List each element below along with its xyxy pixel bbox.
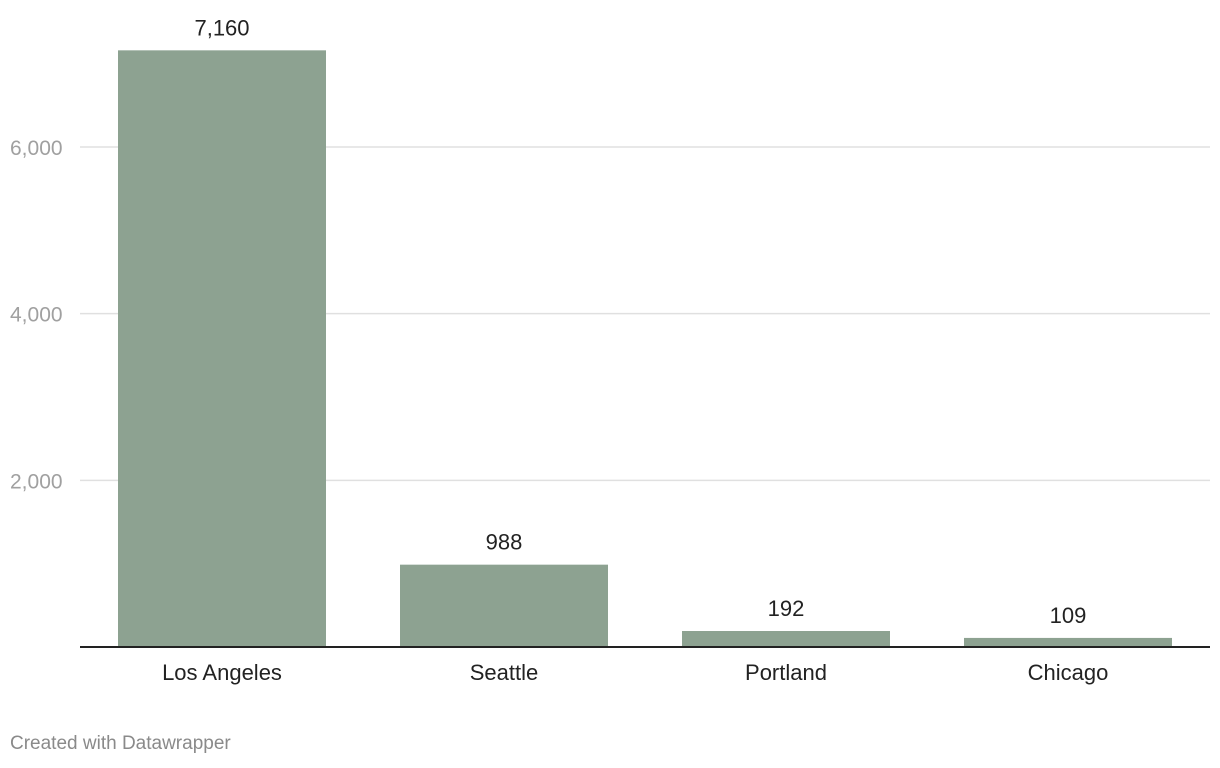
bar	[964, 637, 1172, 647]
category-label: Portland	[745, 660, 827, 685]
bar	[682, 631, 890, 647]
bar	[118, 50, 326, 648]
bar-value-label: 988	[486, 530, 523, 555]
y-tick-label: 2,000	[10, 470, 63, 493]
y-axis-ticks: 2,000 4,000 6,000	[10, 137, 63, 493]
bar-value-label: 192	[768, 596, 805, 621]
y-tick-label: 6,000	[10, 137, 63, 160]
bar-value-label: 109	[1050, 603, 1087, 628]
category-labels: Los Angeles Seattle Portland Chicago	[162, 660, 1108, 685]
category-label: Los Angeles	[162, 660, 282, 685]
bars	[118, 50, 1172, 648]
bar-value-label: 7,160	[194, 15, 249, 40]
value-labels: 7,160 988 192 109	[194, 15, 1086, 628]
credit-text: Created with Datawrapper	[10, 733, 231, 754]
bar	[400, 564, 608, 647]
category-label: Chicago	[1028, 660, 1109, 685]
y-tick-label: 4,000	[10, 304, 63, 327]
category-label: Seattle	[470, 660, 539, 685]
